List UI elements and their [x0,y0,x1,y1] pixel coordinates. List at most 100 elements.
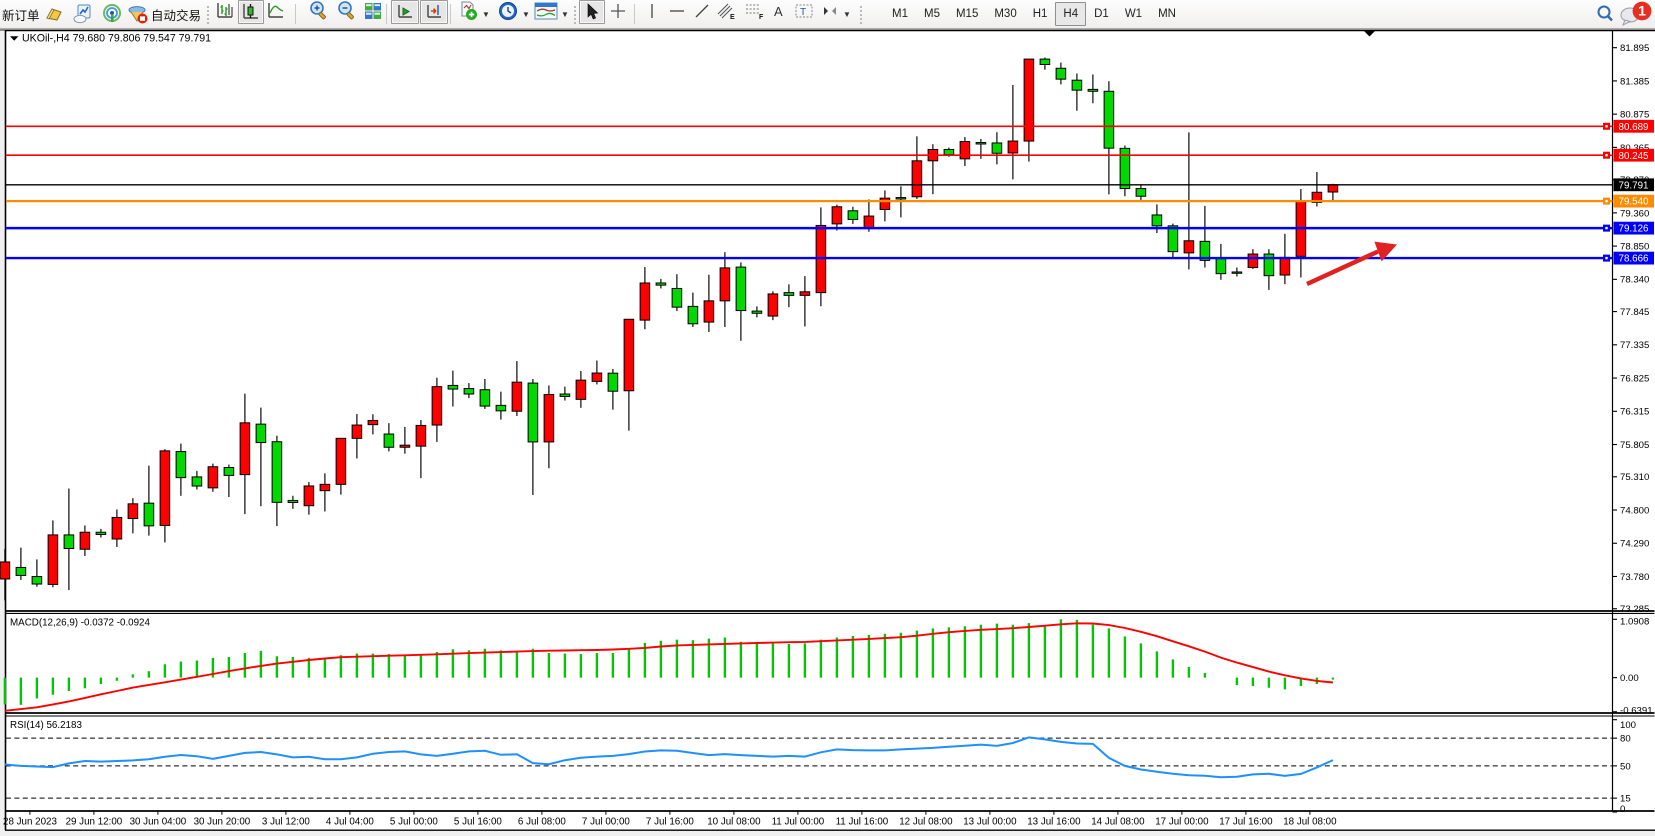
candle-body-down [143,502,155,527]
text-tool[interactable]: A [768,0,790,22]
auto-scroll-button[interactable] [391,0,419,24]
hline-badge-label: 79.540 [1619,197,1650,208]
annotation-arrow-head[interactable] [1374,241,1397,262]
annotation-arrow-shaft[interactable] [1306,249,1379,287]
templates-icon[interactable] [532,0,560,22]
arrows-tool[interactable] [818,0,842,22]
macd-scale-label: 1.0908 [1620,616,1649,627]
cursor-button[interactable] [579,0,605,24]
trendline-tool[interactable] [691,0,713,22]
price-tick-label: 78.340 [1620,275,1649,286]
hline-marker-center [1605,125,1608,128]
auto-trading-icon[interactable] [126,0,150,28]
rsi-line [4,736,1334,779]
candle-body-up [79,531,91,550]
candle-body-up [303,485,315,507]
toolbar-separator-2 [386,0,387,28]
timeframe-button-h1[interactable]: H1 [1032,8,1048,20]
price-tick-label: 77.335 [1620,340,1649,351]
timeframe-button-w1[interactable]: W1 [1124,8,1143,20]
timeframe-button-m30[interactable]: M30 [994,8,1017,20]
search-icon[interactable] [1594,0,1616,28]
candle-body-down [479,389,491,407]
svg-text:E: E [730,14,735,21]
time-label: 6 Jul 08:00 [518,817,566,828]
candle-body-up [575,379,587,400]
zoom-out-icon[interactable] [334,0,360,22]
line-chart-button[interactable] [264,0,288,22]
candle-body-up [959,141,971,160]
macd-signal-line [4,622,1333,712]
time-label: 7 Jul 00:00 [582,817,630,828]
timeframe-button-mn[interactable]: MN [1158,8,1176,20]
time-label: 11 Jul 16:00 [836,817,889,828]
candle-body-up [543,394,555,443]
price-tick-label: 75.805 [1620,440,1649,451]
candle-body-up [159,450,171,526]
candle-body-down [383,433,395,448]
price-tick-label: 73.780 [1620,572,1649,583]
candle-body-up [415,424,427,447]
candle-body-down [687,305,699,325]
horizontal-line-tool[interactable] [666,0,688,22]
periods-icon[interactable] [495,0,521,22]
time-label: 17 Jul 16:00 [1219,817,1273,828]
arrows-dropdown-arrow[interactable]: ▼ [843,9,851,19]
auto-trading-label: 自动交易 [151,8,202,23]
bar-chart-button[interactable] [213,0,237,22]
candle-body-up [1247,253,1259,269]
periods-dropdown-arrow[interactable]: ▼ [522,9,530,19]
channel-tool[interactable]: E [714,0,740,22]
timeframe-button-m1[interactable]: M1 [892,8,908,20]
profiles-icon[interactable] [44,0,64,28]
auto-trading-button[interactable]: 自动交易 [151,0,201,28]
candlestick-chart-button[interactable] [238,0,264,24]
chat-icon[interactable]: 1 [1618,0,1654,28]
chart-title: UKOil-,H4 79.680 79.806 79.547 79.791 [22,33,211,45]
market-watch-icon[interactable] [72,0,94,28]
candle-body-up [863,215,875,229]
toolbar-separator-4 [634,0,635,28]
candle-body-down [943,148,955,156]
candle-body-up [399,444,411,448]
macd-scale-label: 0.00 [1620,673,1639,684]
candle-body-up [239,422,251,476]
candle-body-down [31,576,43,585]
time-label: 12 Jul 08:00 [899,817,953,828]
new-order-button[interactable]: 新订单 [2,0,40,28]
candle-body-down [1215,258,1227,275]
fibonacci-tool[interactable]: F [742,0,768,22]
vertical-line-tool[interactable] [641,0,663,22]
timeframe-button-d1[interactable]: D1 [1094,8,1109,20]
time-label: 11 Jul 00:00 [772,817,825,828]
tile-windows-icon[interactable] [360,0,386,22]
text-label-tool[interactable]: T [792,0,816,22]
timeframe-button-m15[interactable]: M15 [955,8,979,20]
templates-dropdown-arrow[interactable]: ▼ [561,9,569,19]
svg-text:F: F [759,14,764,21]
data-window-icon[interactable] [101,0,123,28]
indicators-dropdown-arrow[interactable]: ▼ [482,9,490,19]
candle-body-up [703,300,715,323]
candle-body-down [1055,67,1067,80]
crosshair-button[interactable] [606,0,630,22]
candle-body-down [655,282,667,286]
candle-body-up [1327,184,1339,193]
candle-body-down [1119,147,1131,190]
timeframe-button-m5[interactable]: M5 [923,8,940,20]
candle-body-down [1151,214,1163,227]
candle-body-up [799,291,811,296]
zoom-in-icon[interactable] [306,0,332,22]
svg-text:A: A [774,4,783,19]
candle-body-down [191,476,203,487]
price-tick-label: 80.875 [1620,110,1649,121]
chart-window-bg [5,30,1655,831]
toolbar-grip [205,0,210,28]
chart-shift-button[interactable] [420,0,448,24]
symbol-dropdown-triangle[interactable] [10,36,19,41]
timeframe-button-h4[interactable]: H4 [1055,2,1087,26]
indicators-icon[interactable] [455,0,481,22]
candle-body-up [879,197,891,210]
candle-body-down [1263,253,1275,277]
candle-body-down [447,384,459,390]
